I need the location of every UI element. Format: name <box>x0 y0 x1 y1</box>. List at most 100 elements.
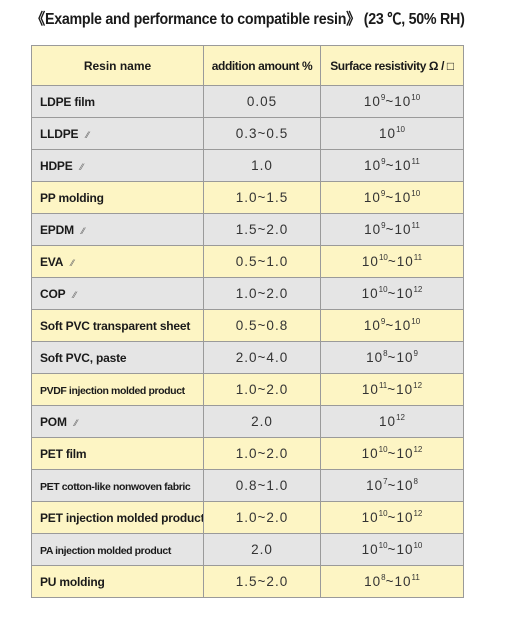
resistivity-exponent: 12 <box>413 509 423 518</box>
surface-resistivity-cell: 1012 <box>320 405 464 438</box>
resistivity-base: 10 <box>364 222 382 237</box>
resistivity-base: 10 <box>364 158 382 173</box>
addition-amount-cell: 0.05 <box>203 85 321 118</box>
resistivity-base: 10 <box>394 318 412 333</box>
resistivity-exponent: 11 <box>378 381 388 390</box>
note-mark-icon: ⁄⁄ <box>80 161 84 172</box>
resin-name: Soft PVC, paste <box>40 350 127 365</box>
resistivity-base: 10 <box>394 158 412 173</box>
resistivity-base: 10 <box>396 510 414 525</box>
addition-amount-cell: 1.0~2.0 <box>203 437 321 470</box>
range-separator: ~ <box>387 478 397 493</box>
resistivity-exponent: 9 <box>381 221 386 230</box>
resistivity-exponent: 12 <box>413 285 423 294</box>
surface-resistivity-cell: 108~109 <box>320 341 464 374</box>
resistivity-base: 10 <box>361 382 379 397</box>
resistivity-exponent: 8 <box>413 477 418 486</box>
resin-name-cell: LDPE film <box>31 85 204 118</box>
table-row: LLDPE ⁄⁄ 0.3~0.5 1010 <box>31 117 464 150</box>
surface-resistivity-cell: 109~1010 <box>320 309 464 342</box>
resin-name: PET film <box>40 446 87 461</box>
resistivity-exponent: 7 <box>383 477 388 486</box>
table-row: Soft PVC, paste 2.0~4.0 108~109 <box>31 341 464 374</box>
addition-amount-cell: 1.5~2.0 <box>203 213 321 246</box>
resistivity-exponent: 10 <box>378 509 388 518</box>
range-separator: ~ <box>387 542 397 557</box>
resin-name-cell: PU molding <box>31 565 204 598</box>
resin-name: COP <box>40 286 66 301</box>
range-separator: ~ <box>385 222 395 237</box>
resistivity-base: 10 <box>396 350 414 365</box>
range-separator: ~ <box>387 350 397 365</box>
resistivity-exponent: 9 <box>380 317 386 326</box>
resistivity-exponent: 8 <box>381 573 386 582</box>
resistivity-exponent: 10 <box>411 189 421 198</box>
resistivity-exponent: 10 <box>378 541 388 550</box>
resistivity-exponent: 12 <box>413 381 423 390</box>
surface-resistivity-cell: 109~1011 <box>320 213 464 246</box>
resistivity-base: 10 <box>363 318 381 333</box>
resin-name: PET injection molded product <box>40 510 204 525</box>
resin-name-cell: PA injection molded product <box>31 533 204 566</box>
resistivity-base: 10 <box>394 190 412 205</box>
resistivity-exponent: 8 <box>383 349 388 358</box>
addition-amount-cell: 1.5~2.0 <box>203 565 321 598</box>
resistivity-exponent: 10 <box>378 445 388 454</box>
range-separator: ~ <box>387 510 397 525</box>
addition-amount-cell: 2.0 <box>203 405 321 438</box>
resistivity-exponent: 10 <box>411 317 421 326</box>
table-row: PET cotton-like nonwoven fabric 0.8~1.0 10… <box>31 469 464 502</box>
resin-name: LDPE film <box>40 94 95 109</box>
resistivity-base: 10 <box>366 478 384 493</box>
resistivity-exponent: 12 <box>396 413 405 422</box>
resistivity-exponent: 11 <box>411 573 420 582</box>
range-separator: ~ <box>385 190 395 205</box>
resistivity-exponent: 11 <box>411 221 420 230</box>
table-row: Soft PVC transparent sheet 0.5~0.8 109~101… <box>31 309 464 342</box>
surface-resistivity-cell: 1010~1012 <box>320 277 464 310</box>
resistivity-exponent: 9 <box>380 189 386 198</box>
resistivity-base: 10 <box>366 350 384 365</box>
resin-name-cell: HDPE ⁄⁄ <box>31 149 204 182</box>
resistivity-base: 10 <box>396 286 414 301</box>
resin-name: PP molding <box>40 190 104 205</box>
resistivity-base: 10 <box>394 94 412 109</box>
resistivity-exponent: 9 <box>380 93 386 102</box>
range-separator: ~ <box>387 382 397 397</box>
resin-name: EPDM <box>40 222 74 237</box>
resistivity-base: 10 <box>361 286 379 301</box>
resistivity-exponent: 10 <box>378 253 388 262</box>
resin-name: PA injection molded product <box>40 544 171 557</box>
surface-resistivity-cell: 1010~1011 <box>320 245 464 278</box>
resin-name-cell: LLDPE ⁄⁄ <box>31 117 204 150</box>
surface-resistivity-cell: 1010 <box>320 117 464 150</box>
surface-resistivity-cell: 108~1011 <box>320 565 464 598</box>
resistivity-base: 10 <box>363 94 381 109</box>
surface-resistivity-cell: 109~1011 <box>320 149 464 182</box>
table-row: EVA ⁄⁄ 0.5~1.0 1010~1011 <box>31 245 464 278</box>
range-separator: ~ <box>387 254 397 269</box>
table-row: COP ⁄⁄ 1.0~2.0 1010~1012 <box>31 277 464 310</box>
resin-name: PVDF injection molded product <box>40 384 185 397</box>
resin-name: PET cotton-like nonwoven fabric <box>40 480 191 493</box>
resin-name: POM <box>40 414 67 429</box>
addition-amount-cell: 0.3~0.5 <box>203 117 321 150</box>
resin-name-cell: PET cotton-like nonwoven fabric <box>31 469 204 502</box>
table-row: PVDF injection molded product 1.0~2.0 1011… <box>31 373 464 406</box>
resin-name: HDPE <box>40 158 73 173</box>
resin-name-cell: PET film <box>31 437 204 470</box>
table-row: PU molding 1.5~2.0 108~1011 <box>31 565 464 598</box>
page-title: 《Example and performance to compatible r… <box>31 11 465 28</box>
table-row: HDPE ⁄⁄ 1.0 109~1011 <box>31 149 464 182</box>
table-row: LDPE film 0.05 109~1010 <box>31 85 464 118</box>
resistivity-exponent: 10 <box>413 541 423 550</box>
note-mark-icon: ⁄⁄ <box>81 225 85 236</box>
note-mark-icon: ⁄⁄ <box>86 129 89 140</box>
table-row: PP molding 1.0~1.5 109~1010 <box>31 181 464 214</box>
resistivity-exponent: 9 <box>413 349 418 358</box>
surface-resistivity-cell: 1010~1012 <box>320 437 464 470</box>
resin-name: LLDPE <box>40 126 79 141</box>
resin-name: EVA <box>40 254 64 269</box>
range-separator: ~ <box>387 446 397 461</box>
resin-name: Soft PVC transparent sheet <box>40 318 191 333</box>
